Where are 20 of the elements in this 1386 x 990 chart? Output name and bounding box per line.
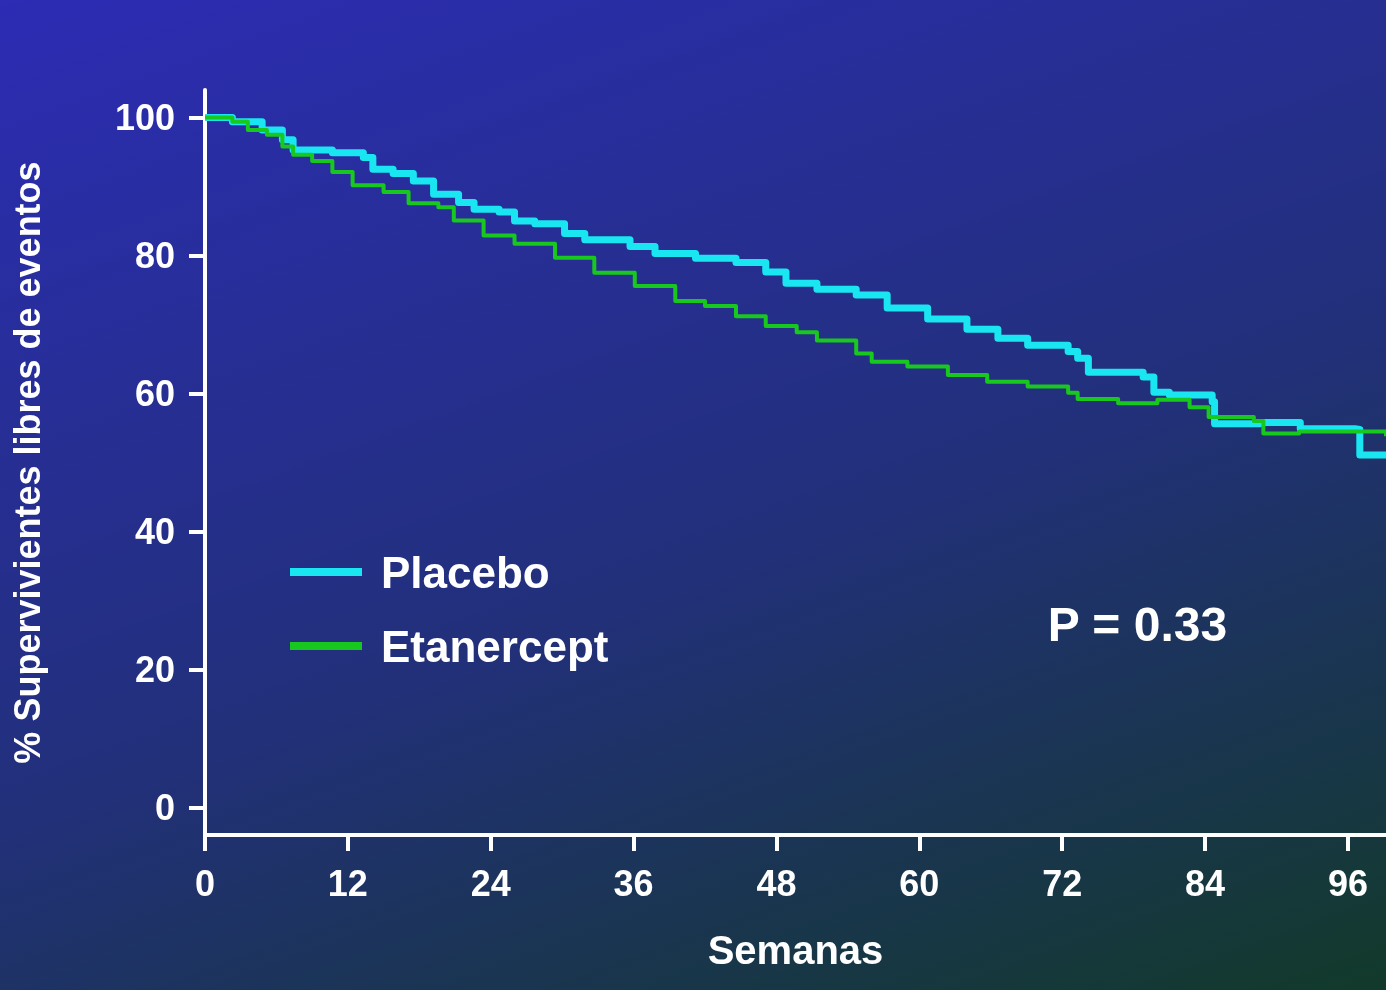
x-tick-label: 0 bbox=[194, 862, 216, 904]
y-tick-label: 0 bbox=[154, 786, 175, 828]
y-tick-label: 60 bbox=[134, 373, 175, 415]
x-tick-label: 12 bbox=[327, 862, 368, 904]
legend-label: Placebo bbox=[381, 547, 550, 597]
legend-label: Etanercept bbox=[381, 621, 609, 671]
y-tick-label: 20 bbox=[134, 648, 175, 690]
annotation: P = 0.33 bbox=[1047, 597, 1228, 651]
x-axis-title: Semanas bbox=[707, 928, 884, 972]
x-tick-label: 84 bbox=[1185, 862, 1226, 904]
x-tick-label: 48 bbox=[756, 862, 797, 904]
x-tick-label: 36 bbox=[613, 862, 654, 904]
y-tick-label: 40 bbox=[134, 510, 175, 552]
y-axis-title: % Supervivientes libres de eventos bbox=[6, 161, 48, 764]
x-tick-label: 72 bbox=[1042, 862, 1083, 904]
y-tick-label: 80 bbox=[134, 235, 175, 277]
y-tick-label: 100 bbox=[114, 97, 175, 139]
x-tick-label: 24 bbox=[470, 862, 511, 904]
x-tick-label: 60 bbox=[899, 862, 940, 904]
x-tick-label: 96 bbox=[1327, 862, 1368, 904]
